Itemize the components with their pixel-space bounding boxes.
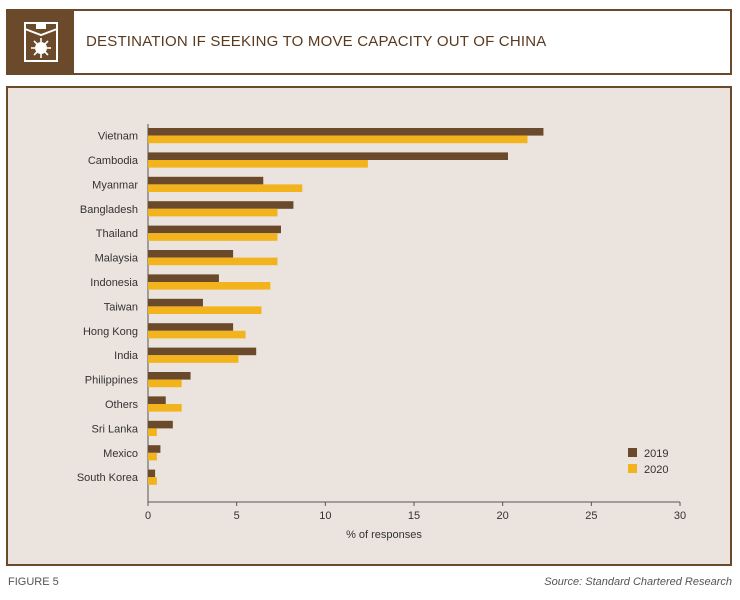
legend-swatch-2019 [628,448,637,457]
source-note: Source: Standard Chartered Research [544,576,732,588]
legend-swatch-2020 [628,464,637,473]
chart-title: DESTINATION IF SEEKING TO MOVE CAPACITY … [86,33,547,50]
bar-2020-south-korea [148,477,157,485]
bar-2019-south-korea [148,469,156,478]
bar-2019-malaysia [148,250,234,258]
bar-2020-india [148,355,239,363]
x-tick-label: 5 [234,510,240,522]
bar-2020-myanmar [148,184,303,192]
bar-2019-taiwan [148,298,203,307]
category-label: Hong Kong [83,326,138,338]
x-tick-label: 0 [145,510,151,522]
bar-2020-hong-kong [148,330,246,339]
category-label: Myanmar [92,179,138,191]
bar-2020-sri-lanka [148,428,157,436]
bar-2019-sri-lanka [148,420,173,429]
category-label: India [114,350,139,362]
category-label: Taiwan [104,301,138,313]
x-tick-label: 20 [497,510,509,522]
category-label: Malaysia [95,253,139,265]
bar-2020-taiwan [148,306,262,314]
virus-box-icon [24,22,58,62]
category-label: Vietnam [98,131,138,143]
bar-2019-vietnam [148,128,544,136]
category-label: Others [105,399,139,411]
header-logo [8,11,74,73]
bar-2020-mexico [148,452,157,461]
bar-2020-indonesia [148,282,271,290]
bar-2020-thailand [148,233,278,241]
bar-2019-bangladesh [148,201,294,209]
figure-header: DESTINATION IF SEEKING TO MOVE CAPACITY … [6,9,732,75]
bar-chart: Vietnam Cambodia Myanmar Bangladesh Thailand… [77,124,686,541]
bar-2020-philippines [148,379,182,388]
category-label: Bangladesh [80,204,138,216]
category-label: Cambodia [88,155,139,167]
x-tick-label: 10 [319,510,331,522]
bar-2019-hong-kong [148,323,234,331]
bar-2019-philippines [148,372,191,380]
legend-label-2020: 2020 [644,464,668,476]
category-label: Philippines [85,375,139,387]
chart-panel: Vietnam Cambodia Myanmar Bangladesh Thailand… [6,86,732,566]
bar-2020-others [148,404,182,412]
bar-2019-cambodia [148,152,508,160]
category-label: Mexico [103,448,138,460]
bar-2020-vietnam [148,135,528,144]
bar-2019-india [148,347,257,356]
category-label: Indonesia [90,277,139,289]
bar-2020-malaysia [148,257,278,266]
bar-2019-mexico [148,445,161,453]
bar-2019-others [148,396,166,404]
bar-2020-cambodia [148,160,368,168]
legend-label-2019: 2019 [644,448,668,460]
category-label: Sri Lanka [92,423,139,435]
bar-2020-bangladesh [148,208,278,217]
category-label: Thailand [96,228,138,240]
x-axis-label: % of responses [346,529,422,541]
x-tick-label: 15 [408,510,420,522]
x-tick-label: 25 [585,510,597,522]
bar-2019-indonesia [148,274,219,282]
category-label: South Korea [77,472,139,484]
bar-2019-myanmar [148,176,264,185]
bar-2019-thailand [148,225,281,234]
x-tick-label: 30 [674,510,686,522]
figure-number: FIGURE 5 [8,576,59,588]
